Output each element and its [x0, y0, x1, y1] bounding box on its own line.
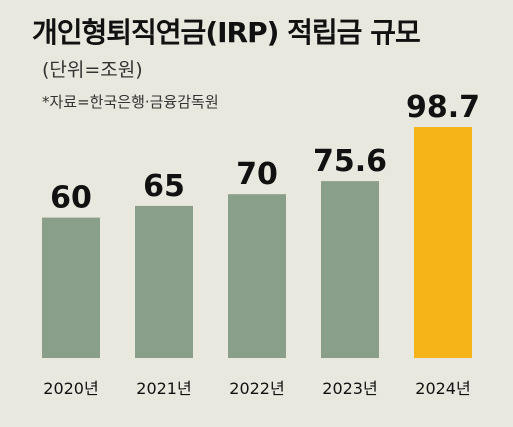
- value-label-1: 65: [143, 169, 185, 204]
- category-label-3: 2023년: [322, 379, 377, 398]
- value-label-3: 75.6: [313, 144, 387, 179]
- bar-2: [228, 194, 286, 358]
- category-label-2: 2022년: [229, 379, 284, 398]
- value-label-2: 70: [236, 157, 278, 192]
- bar-1: [135, 205, 193, 358]
- value-label-0: 60: [50, 181, 92, 216]
- bar-3: [321, 181, 379, 358]
- value-label-4: 98.7: [406, 90, 480, 125]
- category-label-0: 2020년: [43, 379, 98, 398]
- bar-0: [42, 217, 100, 358]
- source-note: *자료=한국은행·금융감독원: [42, 93, 219, 111]
- category-label-4: 2024년: [415, 379, 470, 398]
- chart-title: 개인형퇴직연금(IRP) 적립금 규모: [32, 16, 421, 49]
- category-label-1: 2021년: [136, 379, 191, 398]
- unit-label: (단위=조원): [42, 59, 143, 81]
- bar-4: [414, 127, 472, 359]
